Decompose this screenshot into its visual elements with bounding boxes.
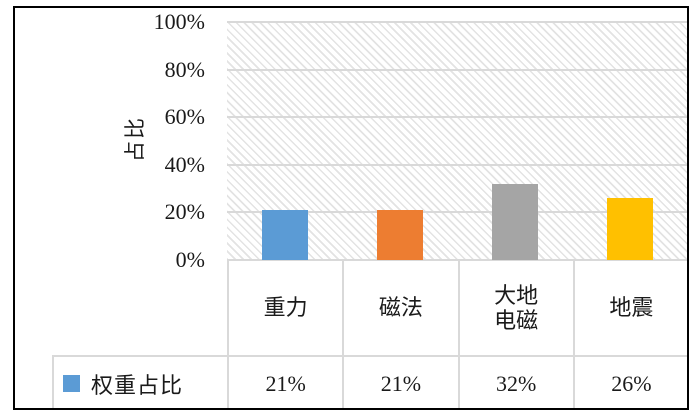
series-value-cell: 21% xyxy=(342,357,457,410)
y-axis-tick-labels: 0% 20% 40% 60% 80% 100% xyxy=(90,10,205,272)
legend-cell: 权重占比 xyxy=(54,357,227,410)
category-axis-row: 重力 磁法 大地 电磁 地震 xyxy=(227,260,688,355)
y-tick-label: 40% xyxy=(164,151,205,177)
gridline xyxy=(227,211,688,214)
y-tick-label: 0% xyxy=(175,247,205,272)
plot-area xyxy=(227,21,688,261)
category-label: 重力 xyxy=(227,260,342,355)
gridline xyxy=(227,68,688,71)
bar xyxy=(492,183,539,260)
bars-container xyxy=(227,22,688,260)
y-tick-label: 80% xyxy=(164,56,205,82)
y-tick-label: 20% xyxy=(164,199,205,225)
gridline xyxy=(227,21,688,23)
bar xyxy=(261,210,308,260)
bar-column xyxy=(573,22,688,260)
bar-column xyxy=(342,22,457,260)
bar-column xyxy=(227,22,342,260)
bar-column xyxy=(458,22,573,260)
gridline xyxy=(227,163,688,166)
y-tick-label: 60% xyxy=(164,104,205,130)
legend-series-label: 权重占比 xyxy=(91,372,184,398)
y-tick-label: 100% xyxy=(153,9,205,34)
series-value-cell: 32% xyxy=(457,357,573,410)
category-label: 磁法 xyxy=(342,260,457,355)
legend-swatch-icon xyxy=(63,375,80,392)
series-value-cell: 26% xyxy=(572,357,688,410)
bar xyxy=(376,210,423,260)
category-label: 大地 电磁 xyxy=(457,260,573,355)
series-value-cell: 21% xyxy=(227,357,342,410)
legend-table-row: 权重占比 21% 21% 32% 26% xyxy=(52,355,688,410)
category-label: 地震 xyxy=(572,260,688,355)
gridline xyxy=(227,116,688,119)
gridline xyxy=(227,259,688,261)
bar xyxy=(607,198,654,260)
